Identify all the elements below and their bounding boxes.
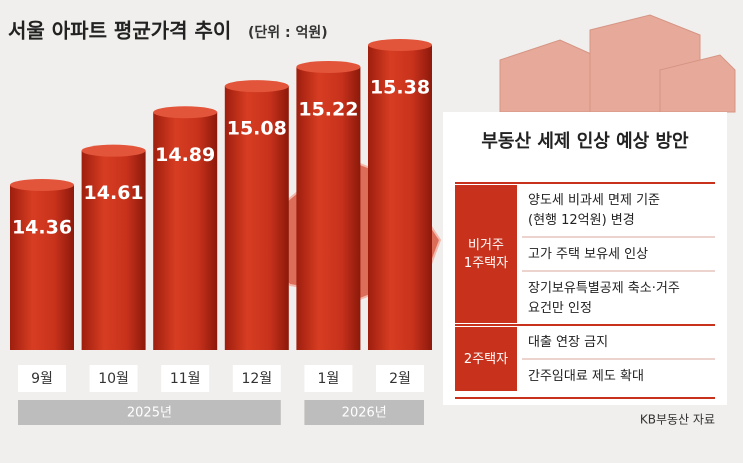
bar-top [368, 39, 432, 51]
bar-top [296, 60, 361, 73]
panel-item: 간주임대료 제도 확대 [528, 369, 644, 384]
panel-item: 고가 주택 보유세 인상 [528, 247, 648, 262]
bar [368, 45, 432, 350]
panel-item: 양도세 비과세 면제 기준 (현행 12억원) 변경 [528, 193, 660, 228]
bar [81, 150, 146, 350]
value-label: 14.36 [12, 217, 72, 239]
x-tick-box [232, 365, 281, 392]
bar [296, 66, 361, 350]
value-label: 14.61 [84, 182, 144, 204]
x-tick-label: 2월 [389, 371, 411, 387]
x-tick-box [89, 365, 138, 392]
bar-top [224, 80, 289, 93]
x-tick-label: 1월 [318, 371, 340, 387]
buildings [499, 14, 736, 113]
panel-item: 장기보유특별공제 축소·거주 요건만 인정 [528, 281, 680, 316]
group-label: 비거주 1주택자 [464, 238, 508, 271]
unit: (단위 : 억원) [248, 24, 328, 41]
panel-item: 대출 연장 금지 [528, 335, 608, 350]
value-label: 15.22 [298, 98, 358, 120]
x-tick-box [18, 365, 66, 392]
x-tick-box [161, 365, 210, 392]
panel-title: 부동산 세제 인상 예상 방안 [481, 131, 689, 152]
bar [153, 112, 218, 350]
x-tick-label: 11월 [170, 371, 201, 387]
year-band [18, 400, 281, 425]
x-tick-label: 12월 [241, 371, 272, 387]
bar [10, 185, 74, 350]
bar-top [10, 179, 74, 191]
bar [224, 86, 289, 351]
year-label: 2026년 [342, 406, 387, 421]
group-cell [455, 327, 517, 391]
value-label: 14.89 [155, 144, 215, 166]
year-band [304, 400, 424, 425]
group-cell [455, 185, 517, 323]
source: KB부동산 자료 [640, 413, 715, 427]
x-tick-box [304, 365, 353, 392]
bar-top [153, 106, 218, 119]
x-tick-label: 10월 [98, 371, 129, 387]
x-tick-label: 9월 [31, 371, 53, 387]
year-label: 2025년 [127, 406, 172, 421]
bar-top [81, 144, 146, 157]
value-label: 15.08 [227, 118, 287, 140]
group-label: 2주택자 [464, 352, 508, 367]
x-tick-box [376, 365, 424, 392]
chart-title: 서울 아파트 평균가격 추이 [8, 19, 231, 43]
value-label: 15.38 [370, 77, 430, 99]
